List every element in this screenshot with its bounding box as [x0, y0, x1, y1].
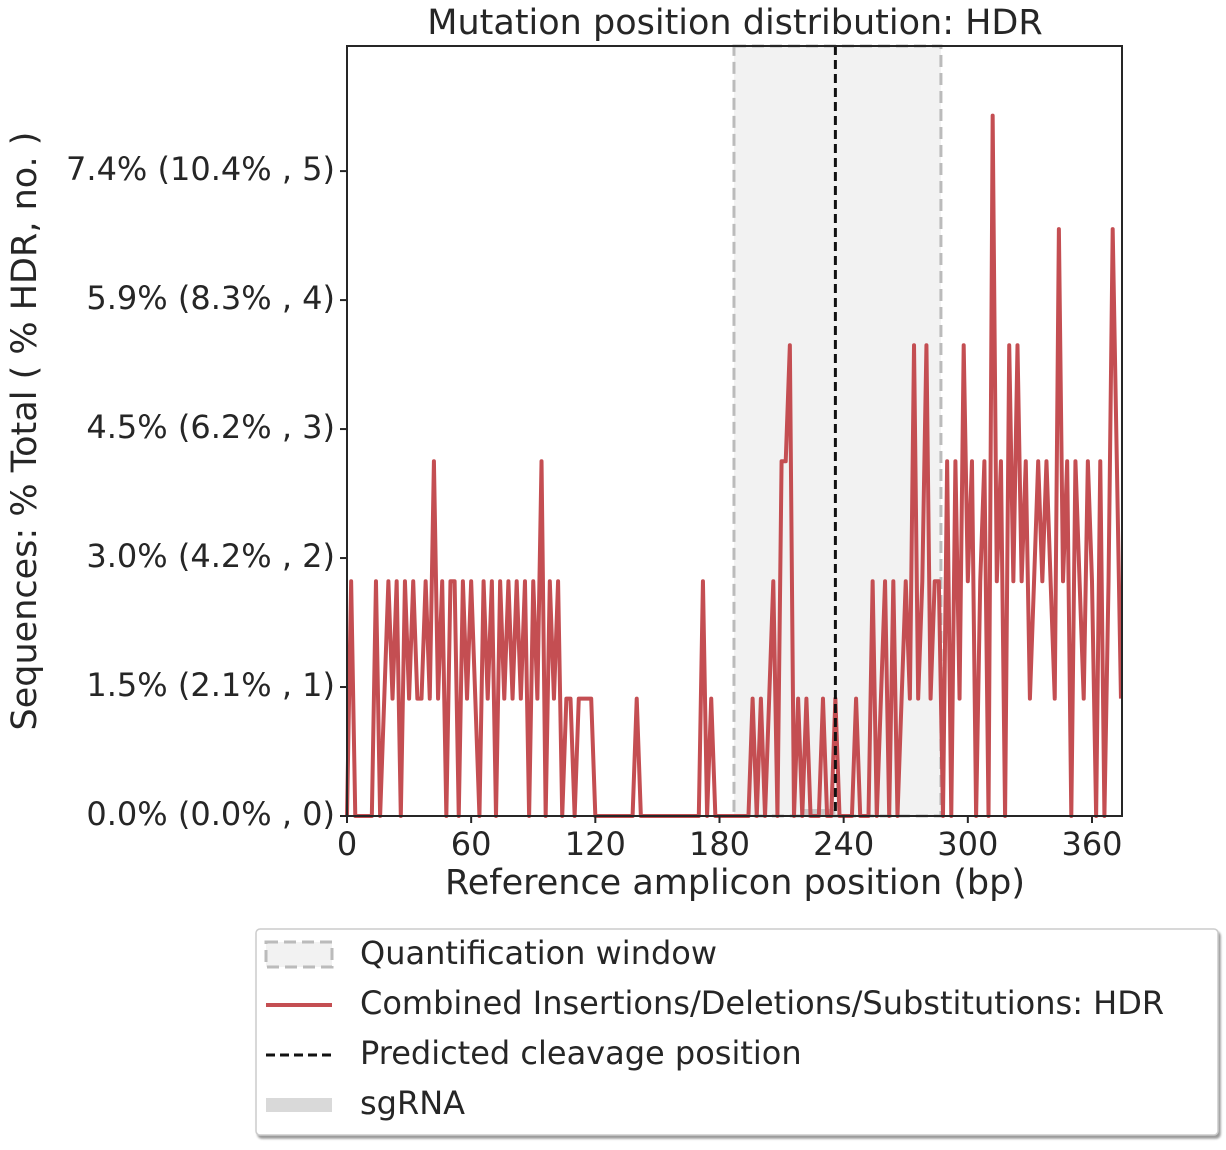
y-tick-label: 4.5% (6.2% , 3)	[86, 408, 335, 446]
plot-frame	[346, 45, 1123, 817]
y-tick-label: 5.9% (8.3% , 4)	[86, 279, 335, 317]
x-tick-label: 300	[937, 825, 998, 863]
x-tick-label: 180	[689, 825, 750, 863]
y-tick-label: 0.0% (0.0% , 0)	[86, 795, 335, 833]
y-tick-label: 7.4% (10.4% , 5)	[66, 150, 335, 188]
x-tick-label: 360	[1061, 825, 1122, 863]
y-tick-label: 1.5% (2.1% , 1)	[86, 666, 335, 704]
legend-label: Predicted cleavage position	[360, 1034, 802, 1072]
y-axis-label: Sequences: % Total ( % HDR, no. )	[5, 132, 45, 731]
x-tick-label: 240	[813, 825, 874, 863]
legend-box	[255, 928, 1219, 1136]
legend-swatch	[266, 1098, 332, 1112]
x-tick-label: 0	[337, 825, 357, 863]
legend-label: Combined Insertions/Deletions/Substituti…	[360, 984, 1164, 1022]
legend-label: Quantification window	[360, 934, 717, 972]
x-tick-label: 60	[451, 825, 492, 863]
chart-title: Mutation position distribution: HDR	[427, 3, 1042, 43]
legend-label: sgRNA	[360, 1084, 465, 1122]
x-axis-label: Reference amplicon position (bp)	[445, 863, 1025, 903]
y-tick-label: 3.0% (4.2% , 2)	[86, 537, 335, 575]
legend-swatch	[264, 940, 334, 969]
x-tick-label: 120	[565, 825, 626, 863]
